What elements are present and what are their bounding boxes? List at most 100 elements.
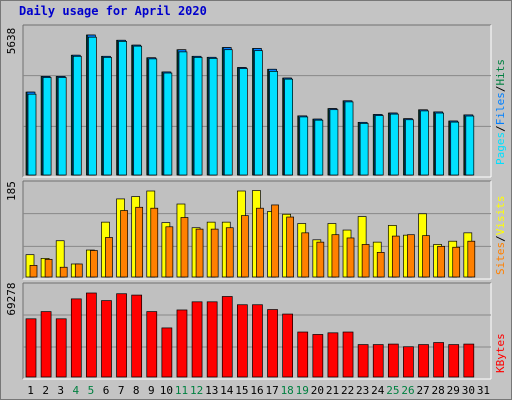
day-label: 18 <box>281 384 294 397</box>
pages-bar <box>27 93 37 176</box>
sites-bar <box>316 241 325 278</box>
day-label: 25 <box>386 384 399 397</box>
day-label: 16 <box>250 384 263 397</box>
sites-bar <box>376 252 385 278</box>
day-label: 27 <box>416 384 429 397</box>
kbytes-bar <box>267 309 278 378</box>
sites-bar <box>271 204 279 278</box>
pages-bar <box>239 68 248 176</box>
kbytes-bar <box>146 311 158 378</box>
sites-bar <box>29 265 38 278</box>
sites-bar <box>180 217 189 278</box>
kbytes-bar <box>463 343 475 378</box>
usage-legend: Pages/Files/Hits <box>494 59 507 165</box>
day-label: 24 <box>371 384 385 397</box>
visits-legend-part: Sites <box>494 242 507 275</box>
day-label: 13 <box>205 384 218 397</box>
day-label: 2 <box>42 384 49 397</box>
pages-bar <box>344 101 354 176</box>
day-label: 8 <box>133 384 140 397</box>
sites-bar <box>74 263 83 278</box>
pages-bar <box>148 58 158 176</box>
sites-bar <box>120 210 128 278</box>
pages-bar <box>103 57 112 176</box>
kbytes-bar <box>387 343 399 378</box>
kbytes-bar <box>312 334 324 378</box>
pages-bar <box>118 41 127 176</box>
day-label: 9 <box>148 384 155 397</box>
pages-bar <box>359 123 369 176</box>
day-label: 3 <box>57 384 64 397</box>
sites-bar <box>452 246 461 278</box>
day-label: 7 <box>118 384 125 397</box>
visits-max-label: 185 <box>5 181 18 201</box>
sites-bar <box>135 206 144 278</box>
sites-bar <box>195 228 204 278</box>
kbytes-bar <box>86 292 97 378</box>
kbytes-bar <box>176 309 188 378</box>
kbytes-bar <box>297 331 309 378</box>
day-label: 11 <box>175 384 188 397</box>
kbytes-bar <box>237 304 248 378</box>
kbytes-bar <box>206 301 218 378</box>
pages-bar <box>284 78 293 176</box>
pages-bar <box>450 121 460 176</box>
pages-bar <box>314 119 324 176</box>
usage-legend-part: Files <box>494 92 507 125</box>
sites-bar <box>437 245 445 278</box>
usage-legend-part: / <box>494 86 507 93</box>
usage-legend-part: Pages <box>494 132 507 165</box>
sites-bar <box>301 232 310 278</box>
day-label: 23 <box>356 384 369 397</box>
kbytes-bar <box>357 344 369 378</box>
sites-bar <box>165 226 174 278</box>
pages-bar <box>405 119 414 176</box>
kbytes-bar <box>40 311 52 378</box>
sites-bar <box>150 207 159 278</box>
sites-bar <box>44 258 53 278</box>
sites-bar <box>407 234 415 278</box>
kbytes-bar <box>116 293 127 378</box>
pages-bar <box>435 112 444 176</box>
usage-max-label: 5638 <box>5 28 18 55</box>
day-label: 29 <box>447 384 460 397</box>
day-label: 20 <box>311 384 324 397</box>
sites-bar <box>286 216 294 278</box>
kbytes-bar <box>403 346 414 378</box>
sites-bar <box>210 228 219 278</box>
kbytes-bar <box>55 318 67 378</box>
kbytes-bar <box>252 304 263 378</box>
kbytes-bar <box>448 344 460 378</box>
pages-bar <box>163 72 173 176</box>
day-label: 15 <box>235 384 248 397</box>
day-label: 12 <box>190 384 203 397</box>
kbytes-legend: KBytes <box>494 333 507 373</box>
day-label: 30 <box>462 384 475 397</box>
kbytes-bar <box>372 344 384 378</box>
pages-bar <box>329 109 339 176</box>
visits-legend-part: Visits <box>494 196 507 236</box>
day-label: 31 <box>477 384 490 397</box>
day-label: 10 <box>160 384 173 397</box>
day-label: 26 <box>401 384 414 397</box>
kbytes-bar <box>342 331 354 378</box>
kbytes-bar <box>327 332 339 378</box>
pages-bar <box>57 77 67 176</box>
sites-bar <box>346 237 355 278</box>
sites-bar <box>256 207 264 278</box>
sites-bar <box>105 237 113 278</box>
day-label: 14 <box>220 384 234 397</box>
sites-bar <box>422 235 430 278</box>
sites-bar <box>467 240 476 278</box>
pages-bar <box>72 55 82 176</box>
day-label: 19 <box>296 384 309 397</box>
pages-bar <box>420 110 429 176</box>
day-label: 17 <box>265 384 278 397</box>
sites-bar <box>225 227 234 278</box>
usage-legend-part: Hits <box>494 59 507 86</box>
visits-legend: Sites/Visits <box>494 196 507 276</box>
pages-bar <box>42 77 52 176</box>
day-label: 4 <box>73 384 80 397</box>
